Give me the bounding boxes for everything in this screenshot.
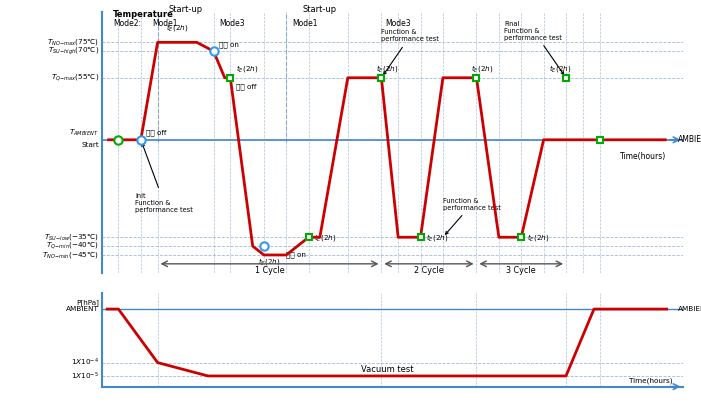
Text: $t_E(2h)$: $t_E(2h)$ — [527, 232, 550, 243]
Text: Mode3: Mode3 — [386, 19, 411, 28]
Text: $t_E(2h)$: $t_E(2h)$ — [426, 232, 449, 243]
Text: $t_E(2h)$: $t_E(2h)$ — [471, 63, 494, 74]
Text: Temperature: Temperature — [113, 10, 174, 19]
Text: 전원 off: 전원 off — [147, 130, 167, 136]
Text: Mode2:: Mode2: — [113, 19, 141, 28]
Text: $T_{SU\mathregular{-}low}(-35℃)$: $T_{SU\mathregular{-}low}(-35℃)$ — [44, 232, 99, 242]
Text: $T_{SU\mathregular{-}high}(70℃)$: $T_{SU\mathregular{-}high}(70℃)$ — [48, 46, 99, 57]
Text: $T_{NO\mathregular{-}max}(75℃)$: $T_{NO\mathregular{-}max}(75℃)$ — [47, 37, 99, 47]
Text: $T_{NO\mathregular{-}min}(-45℃)$: $T_{NO\mathregular{-}min}(-45℃)$ — [42, 250, 99, 260]
Text: AMBIENT: AMBIENT — [678, 135, 701, 144]
Text: 3 Cycle: 3 Cycle — [506, 266, 536, 275]
Text: Time(hours): Time(hours) — [620, 152, 667, 161]
Text: AMBIENT: AMBIENT — [66, 306, 99, 312]
Text: $T_{Q\mathregular{-}max} (55℃)$: $T_{Q\mathregular{-}max} (55℃)$ — [50, 72, 99, 83]
Text: Init
Function &
performance test: Init Function & performance test — [135, 144, 193, 213]
Text: 1 Cycle: 1 Cycle — [254, 266, 285, 275]
Text: Final
Function &
performance test: Final Function & performance test — [505, 21, 564, 74]
Text: P[hPa]: P[hPa] — [76, 299, 99, 306]
Text: Mode3: Mode3 — [219, 19, 245, 28]
Text: $1X10^{-5}$: $1X10^{-5}$ — [71, 370, 99, 382]
Text: 2 Cycle: 2 Cycle — [414, 266, 444, 275]
Text: Start: Start — [81, 142, 99, 148]
Text: $T_{AMBIENT}$: $T_{AMBIENT}$ — [69, 128, 99, 138]
Text: $1X10^{-4}$: $1X10^{-4}$ — [71, 357, 99, 368]
Text: $t_E(2h)$: $t_E(2h)$ — [258, 256, 280, 267]
Text: AMBIENT: AMBIENT — [678, 306, 701, 312]
Text: 전원 on: 전원 on — [219, 41, 239, 48]
Text: Function &
performance test: Function & performance test — [381, 29, 440, 74]
Text: Time(hours): Time(hours) — [629, 377, 672, 384]
Text: $t_E(2h)$: $t_E(2h)$ — [549, 63, 572, 74]
Text: $t_E(2h)$: $t_E(2h)$ — [376, 63, 398, 74]
Text: $t_E(2h)$: $t_E(2h)$ — [166, 22, 189, 33]
Text: 전원 off: 전원 off — [236, 83, 257, 90]
Text: $t_E(2h)$: $t_E(2h)$ — [314, 232, 336, 243]
Text: Mode1: Mode1 — [152, 19, 177, 28]
Text: 전원 on: 전원 on — [286, 252, 306, 258]
Text: Function &
performance test: Function & performance test — [443, 198, 501, 234]
Text: $T_{Q\mathregular{-}min}(-40℃)$: $T_{Q\mathregular{-}min}(-40℃)$ — [46, 241, 99, 251]
Text: Start-up: Start-up — [303, 5, 337, 14]
Text: Mode1: Mode1 — [292, 19, 318, 28]
Text: Start-up: Start-up — [168, 5, 203, 14]
Text: $t_E(2h)$: $t_E(2h)$ — [236, 63, 259, 74]
Text: Vacuum test: Vacuum test — [361, 365, 413, 374]
